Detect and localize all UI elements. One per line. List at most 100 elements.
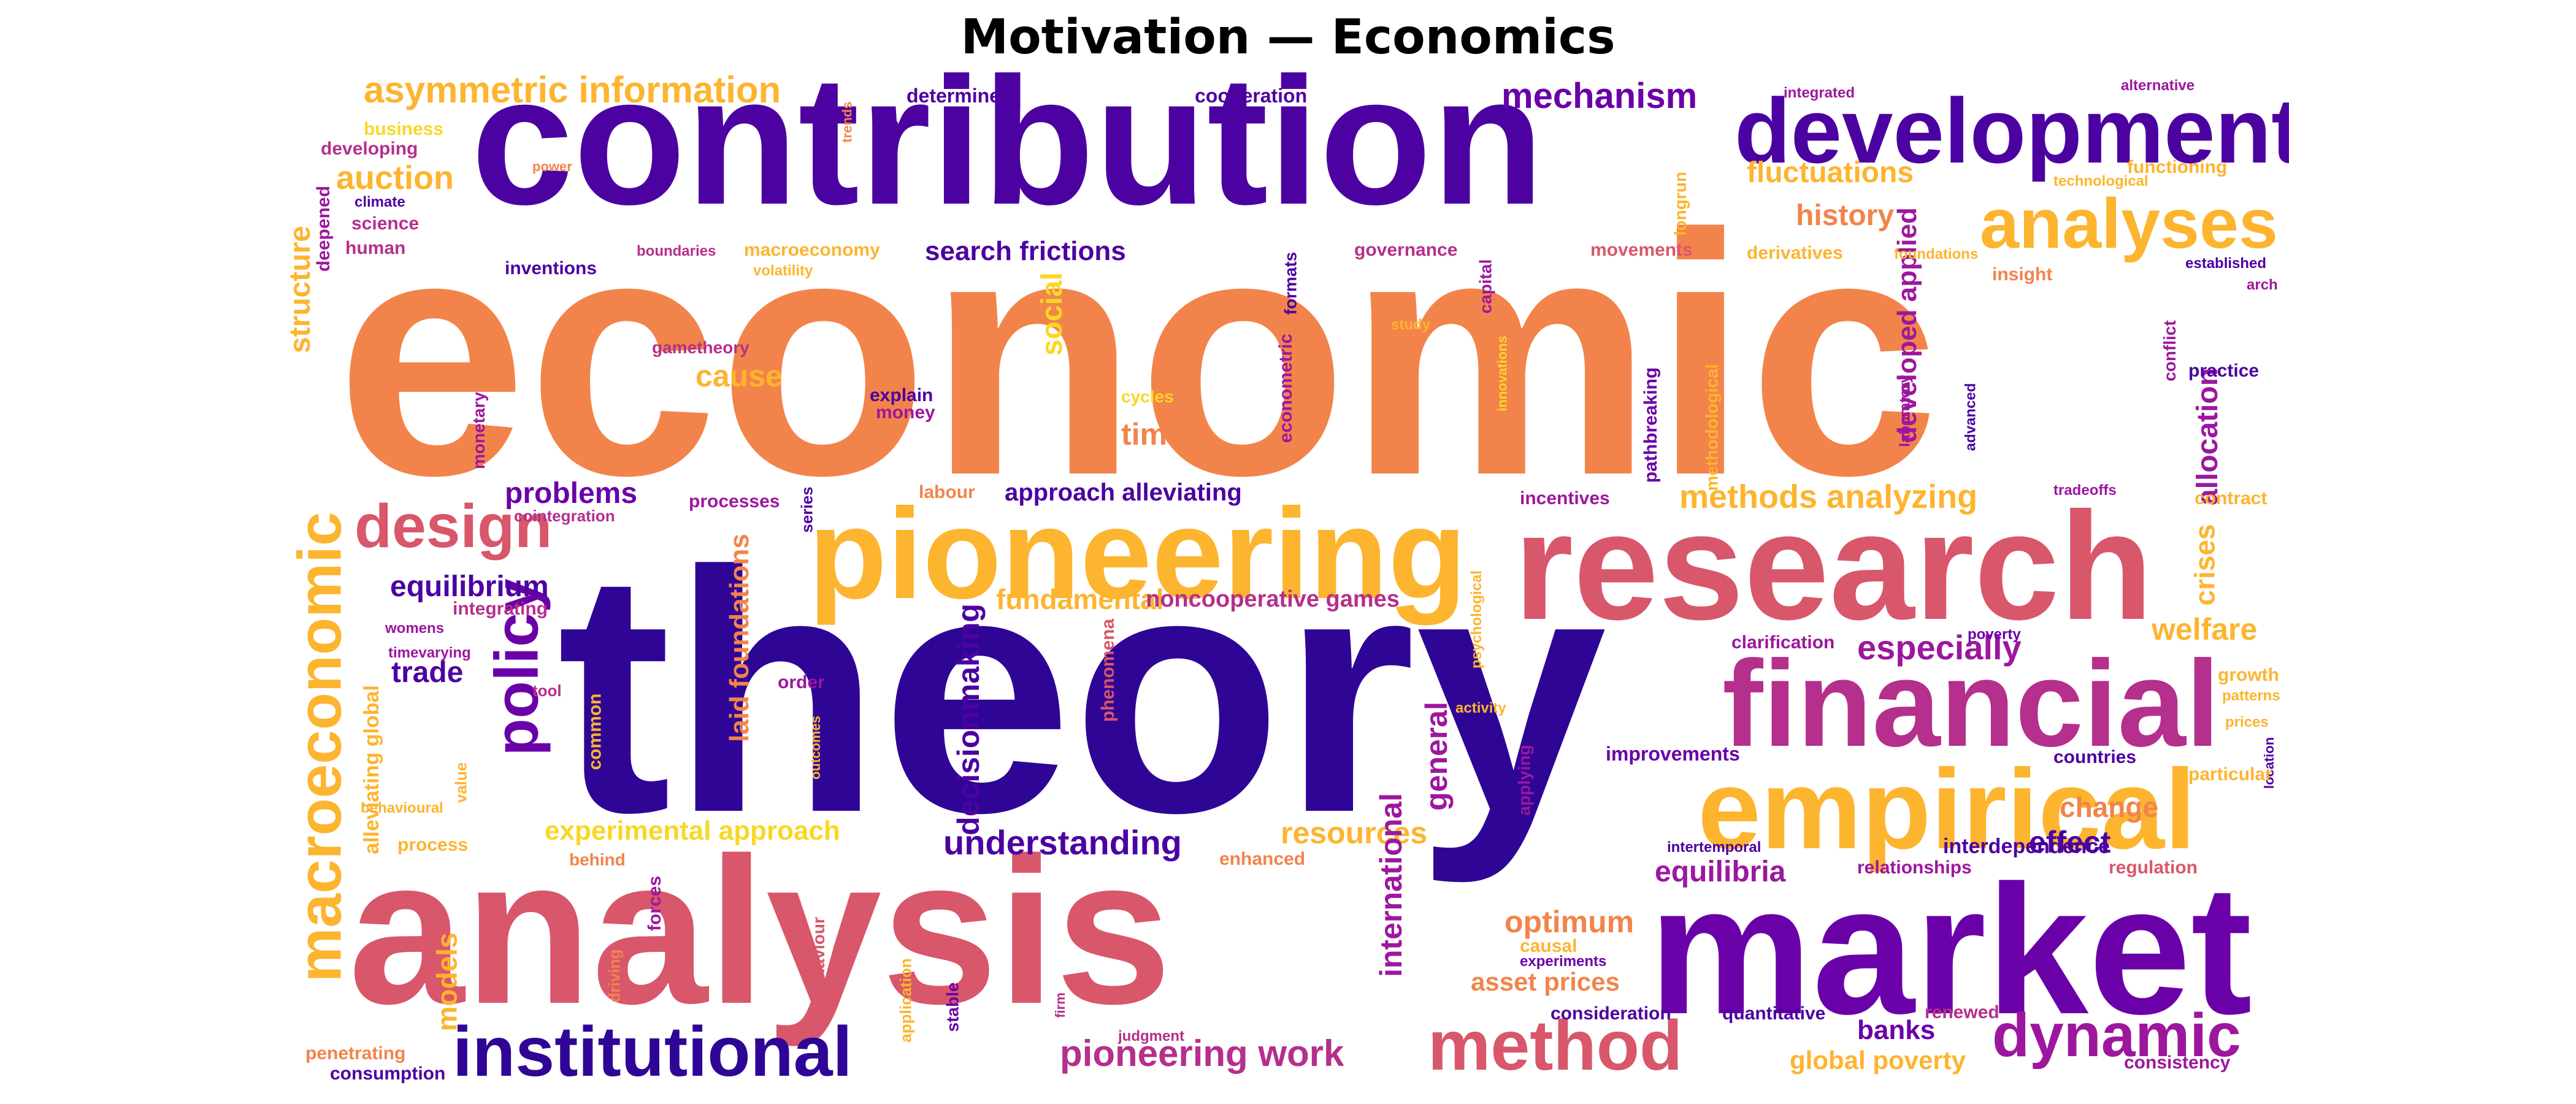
word: econometric (1276, 333, 1297, 443)
word: practice (2188, 361, 2260, 381)
word: auction (336, 159, 454, 196)
word: alleviating global (359, 685, 383, 854)
word: equilibria (1655, 856, 1786, 888)
word: application (896, 958, 915, 1043)
word: countries (2053, 747, 2137, 767)
word: applying (1514, 745, 1534, 816)
word: asymmetric information (364, 72, 781, 110)
word: outcomes (807, 716, 823, 780)
word: market (1649, 846, 2252, 1052)
word: behind (569, 850, 626, 869)
word: prices (2225, 714, 2269, 730)
word: behaviour (808, 917, 828, 999)
word: intertemporal (1667, 839, 1761, 856)
word: analysis (348, 815, 1172, 1048)
word: effect (2029, 825, 2111, 859)
word: consumption (330, 1064, 446, 1084)
word: change (2060, 791, 2159, 823)
word: economic (336, 163, 1940, 546)
word: search frictions (925, 236, 1126, 266)
word: decisionmaking (951, 604, 986, 835)
word: models (431, 932, 463, 1032)
word: approach alleviating (1005, 479, 1242, 506)
word: order (778, 672, 825, 692)
word: relationships (1857, 857, 1972, 878)
word: processes (689, 491, 780, 512)
word: developing (321, 139, 418, 159)
word: tool (532, 681, 562, 700)
word: improvements (1606, 743, 1740, 765)
word: innovations (1494, 335, 1510, 412)
word: climate (355, 194, 405, 210)
word: trends (839, 101, 855, 143)
word: macroeconomic (287, 512, 355, 983)
word: firm (1052, 992, 1068, 1018)
word: forces (645, 875, 665, 932)
word: insight (1992, 264, 2053, 285)
word: causal (1520, 936, 1577, 956)
word: macroeconomy (744, 240, 880, 260)
word: concerning (882, 120, 899, 199)
word: technological (2053, 173, 2149, 190)
word: pathbreaking (1641, 367, 1662, 483)
word: social (1036, 272, 1069, 356)
word: arch (2247, 277, 2278, 293)
word: international (1374, 792, 1409, 978)
word: determine (907, 85, 1000, 107)
word: interdependence (1943, 835, 2110, 858)
word: allocation (2191, 367, 2225, 506)
word: incentives (1520, 488, 1610, 508)
word: driving (605, 949, 624, 1003)
word: alternative (2121, 77, 2195, 94)
word: activity (1455, 700, 1506, 716)
word: noncooperative games (1146, 586, 1400, 612)
word: institutional (453, 1013, 853, 1085)
word: renewed (1925, 1002, 1999, 1022)
word: study (1391, 316, 1431, 333)
word: governance (1354, 240, 1458, 260)
word: power (532, 159, 572, 174)
word: judgment (1118, 1028, 1184, 1045)
word: design (355, 492, 553, 561)
word: movements (1590, 240, 1693, 260)
word: process (397, 835, 469, 855)
word: clarification (1731, 632, 1835, 653)
word: consideration (1551, 1003, 1671, 1024)
word: contribution (471, 72, 1544, 243)
word: series (797, 486, 816, 533)
word: fundamental (996, 583, 1164, 615)
word: conflict (2160, 320, 2179, 381)
word: penetrating (305, 1043, 406, 1064)
word: welfare (2152, 612, 2258, 646)
word: stable (943, 982, 962, 1032)
word: empirical (1698, 746, 2196, 873)
word: cycles (1121, 387, 1174, 406)
word: human (345, 238, 406, 258)
word: volatility (753, 263, 813, 279)
word: mechanism (1501, 76, 1698, 116)
word: behavioural (361, 800, 443, 816)
word: laboratory (1896, 375, 1914, 447)
word: history (1796, 199, 1895, 232)
word: longrun (1671, 171, 1690, 236)
word: business (364, 119, 444, 139)
word: time (1121, 417, 1184, 451)
word: womens (385, 620, 445, 637)
word: financial (1722, 635, 2220, 772)
word: experiments (1520, 953, 1607, 970)
word: consistency (2124, 1052, 2231, 1073)
word: gametheory (652, 338, 749, 357)
word: cointegration (514, 507, 615, 525)
word: timevarying (388, 645, 471, 661)
word: tradeoffs (2053, 482, 2117, 499)
word: quantitative (1722, 1003, 1826, 1024)
word: enhanced (1219, 849, 1306, 869)
word: regulation (2109, 857, 2198, 878)
word: functioning (2127, 157, 2228, 177)
word: value (451, 762, 470, 803)
word: phenomena (1098, 618, 1119, 723)
word: labour (919, 482, 975, 502)
word: banks (1857, 1015, 1936, 1045)
figure-title: Motivation — Economics (960, 10, 1616, 65)
